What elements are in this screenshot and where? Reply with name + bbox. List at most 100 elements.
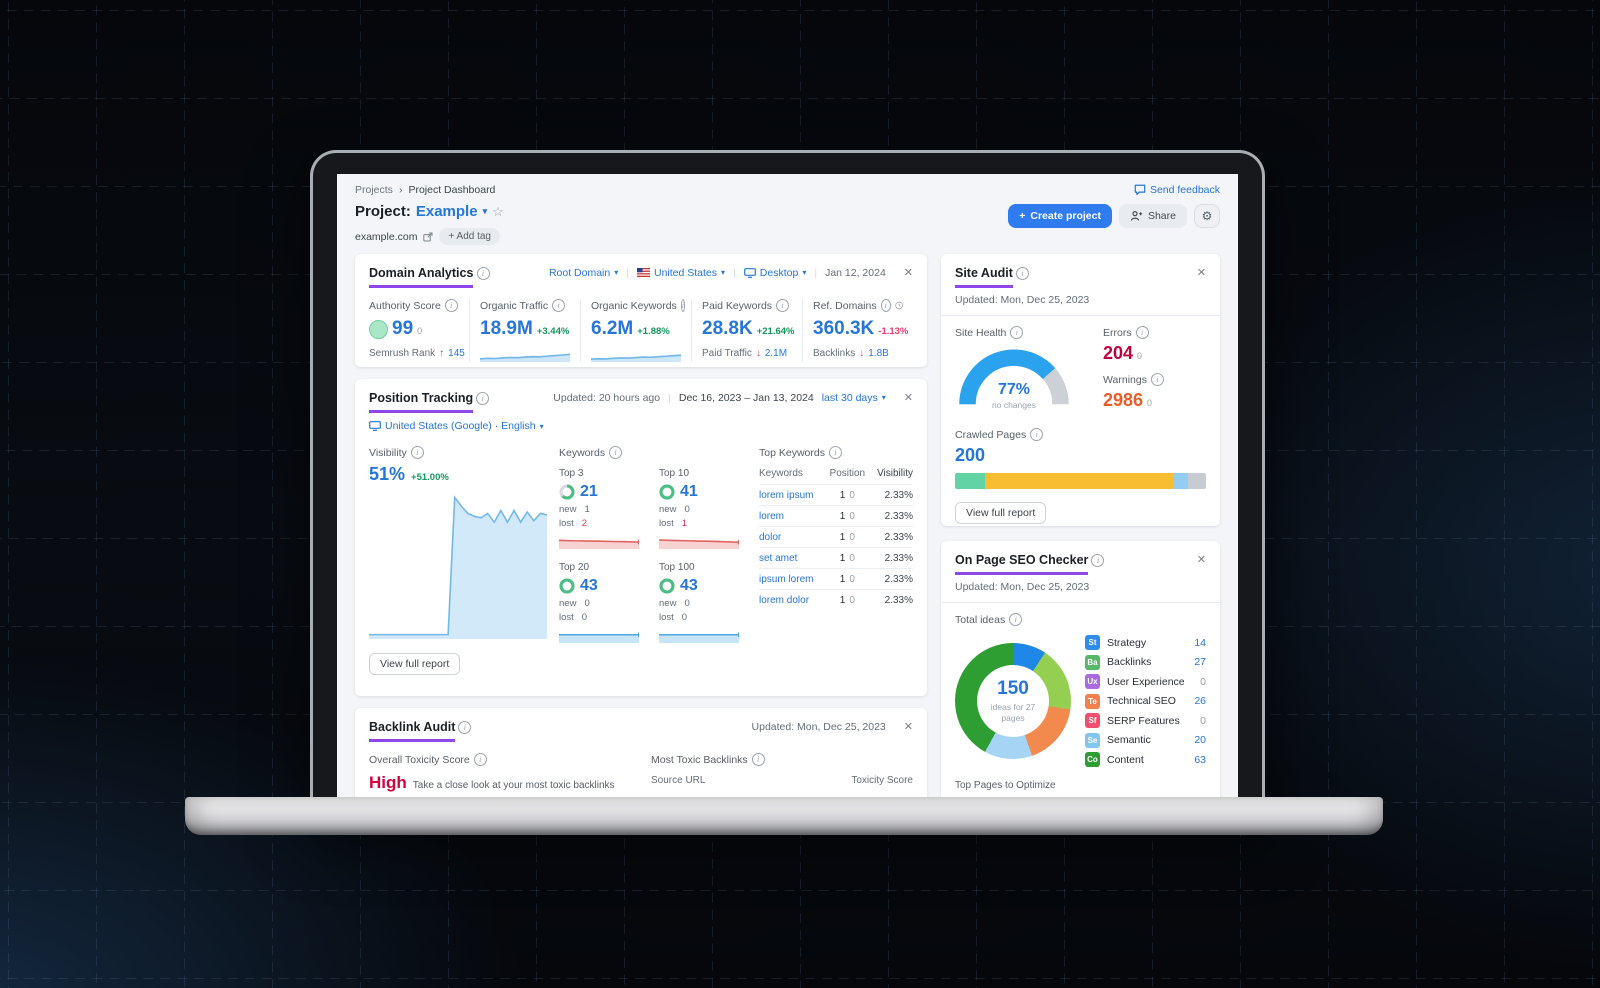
share-button[interactable]: Share: [1118, 204, 1187, 228]
star-icon[interactable]: ☆: [492, 203, 504, 219]
laptop-base: [185, 797, 1383, 835]
updated-label: Updated: Mon, Dec 25, 2023: [955, 581, 1090, 593]
keyword-link[interactable]: lorem dolor: [759, 594, 810, 606]
keyword-link[interactable]: ipsum lorem: [759, 573, 814, 585]
updated-label: Updated: Mon, Dec 25, 2023: [751, 720, 886, 733]
settings-button[interactable]: ⚙: [1194, 204, 1220, 228]
paid-traffic-value[interactable]: 2.1M: [764, 348, 788, 359]
info-icon[interactable]: i: [1030, 428, 1044, 441]
range-selector[interactable]: last 30 days ▾: [821, 391, 886, 404]
top100-sparkline: [659, 628, 739, 643]
backlinks-value[interactable]: 1.8B: [868, 348, 889, 359]
close-icon[interactable]: ✕: [903, 267, 913, 279]
top20-sparkline: [559, 628, 639, 643]
info-icon[interactable]: i: [476, 392, 490, 405]
add-tag-button[interactable]: + Add tag: [439, 228, 500, 245]
breadcrumb-current: Project Dashboard: [408, 184, 496, 196]
view-full-report-button[interactable]: View full report: [369, 653, 461, 675]
semrush-rank-value[interactable]: 145: [448, 348, 465, 359]
site-audit-title: Site Audit: [955, 266, 1013, 288]
date-range: Dec 16, 2023 – Jan 13, 2024: [678, 391, 814, 404]
close-icon[interactable]: ✕: [903, 721, 913, 733]
info-icon[interactable]: i: [458, 721, 472, 734]
info-icon[interactable]: i: [1150, 373, 1164, 386]
info-icon[interactable]: i: [1015, 267, 1029, 280]
authority-score-dot: [369, 319, 388, 339]
info-icon[interactable]: i: [828, 446, 842, 459]
chevron-down-icon: ▾: [539, 421, 544, 431]
keyword-link[interactable]: lorem ipsum: [759, 489, 814, 501]
info-icon[interactable]: i: [476, 267, 490, 280]
legend-semantic[interactable]: Se Semantic 20: [1085, 732, 1206, 748]
chevron-down-icon: ▾: [721, 268, 726, 277]
info-icon[interactable]: i: [609, 446, 623, 459]
site-health-gauge: 77% no changes: [955, 348, 1073, 410]
view-full-report-button[interactable]: View full report: [955, 502, 1047, 524]
site-audit-card: Site Audit i ✕ Updated: Mon, Dec 25, 202…: [941, 254, 1220, 526]
top-pages-label: Top Pages to Optimize: [955, 780, 1056, 791]
info-icon[interactable]: i: [444, 299, 458, 312]
legend-user-experience[interactable]: Ux User Experience 0: [1085, 674, 1206, 689]
legend-content[interactable]: Co Content 63: [1085, 752, 1206, 767]
scope-dropdown[interactable]: Root Domain ▾: [548, 266, 619, 279]
domain-link[interactable]: example.com: [355, 230, 418, 243]
create-project-button[interactable]: + Create project: [1008, 204, 1112, 228]
close-icon[interactable]: ✕: [903, 392, 913, 404]
toxicity-score: High: [369, 773, 407, 792]
top3-ring-gauge: [559, 484, 575, 500]
stat-top3: Top 3 21 new 1 lost 2: [559, 468, 647, 549]
send-feedback-link[interactable]: Send feedback: [1134, 184, 1220, 196]
date-value: Jan 12, 2024: [825, 266, 886, 279]
visibility-block: Visibility i 51% +51.00%: [369, 446, 547, 643]
domain-row: example.com + Add tag: [355, 228, 504, 245]
info-icon[interactable]: i: [880, 299, 891, 312]
top-bar: Projects › Project Dashboard Project: Ex…: [355, 184, 1220, 245]
backlink-audit-title: Backlink Audit: [369, 720, 456, 742]
clock-icon: [895, 301, 903, 310]
domain-analytics-title: Domain Analytics: [369, 266, 474, 288]
keywords-block: Keywords i Top 3 21 new 1 lost 2: [559, 446, 747, 643]
col-keywords: Keywords: [759, 468, 803, 479]
position-tracking-title: Position Tracking: [369, 391, 474, 413]
info-icon[interactable]: i: [680, 299, 686, 312]
info-icon[interactable]: i: [1135, 326, 1149, 339]
ideas-legend: St Strategy 14 Ba Backlinks 27 Ux User Experi…: [1085, 635, 1206, 767]
info-icon[interactable]: i: [751, 753, 765, 766]
info-icon[interactable]: i: [1010, 326, 1024, 339]
info-icon[interactable]: i: [410, 446, 424, 459]
close-icon[interactable]: ✕: [1196, 267, 1206, 279]
breadcrumb-projects[interactable]: Projects: [355, 184, 393, 196]
separator: |: [814, 266, 818, 279]
keyword-link[interactable]: dolor: [759, 531, 782, 543]
info-icon[interactable]: i: [473, 753, 487, 766]
top3-sparkline: [559, 534, 639, 549]
crawled-pages-block: Crawled Pages i 200: [955, 428, 1206, 489]
legend-strategy[interactable]: St Strategy 14: [1085, 635, 1206, 650]
locale-selector[interactable]: United States (Google) · English ▾: [369, 420, 544, 432]
info-icon[interactable]: i: [1009, 613, 1023, 626]
legend-serp-features[interactable]: Sf SERP Features 0: [1085, 713, 1206, 728]
info-icon[interactable]: i: [1091, 554, 1105, 567]
backlink-audit-card: Backlink Audit i Updated: Mon, Dec 25, 2…: [355, 708, 927, 802]
chevron-down-icon[interactable]: ▾: [482, 206, 488, 216]
domain-analytics-card: Domain Analytics i Root Domain ▾ | United…: [355, 254, 927, 367]
top-keywords-table: Keywords Position Visibility lorem ipsum…: [759, 465, 913, 610]
info-icon[interactable]: i: [776, 299, 790, 312]
col-toxicity-score: Toxicity Score: [851, 775, 913, 786]
legend-backlinks[interactable]: Ba Backlinks 27: [1085, 654, 1206, 670]
close-icon[interactable]: ✕: [1196, 554, 1206, 566]
us-flag-icon: [636, 268, 650, 277]
dashboard-screen: Projects › Project Dashboard Project: Ex…: [337, 174, 1238, 802]
share-person-icon: [1130, 210, 1143, 221]
send-feedback-label: Send feedback: [1149, 184, 1220, 196]
keyword-link[interactable]: lorem: [759, 510, 785, 522]
info-icon[interactable]: i: [552, 299, 566, 312]
legend-technical-seo[interactable]: Te Technical SEO 26: [1085, 693, 1206, 709]
keyword-link[interactable]: set amet: [759, 552, 798, 564]
external-link-icon[interactable]: [423, 232, 433, 242]
country-dropdown[interactable]: United States ▾: [636, 267, 726, 279]
project-selector[interactable]: Example: [415, 203, 478, 220]
device-dropdown[interactable]: Desktop ▾: [743, 267, 806, 279]
